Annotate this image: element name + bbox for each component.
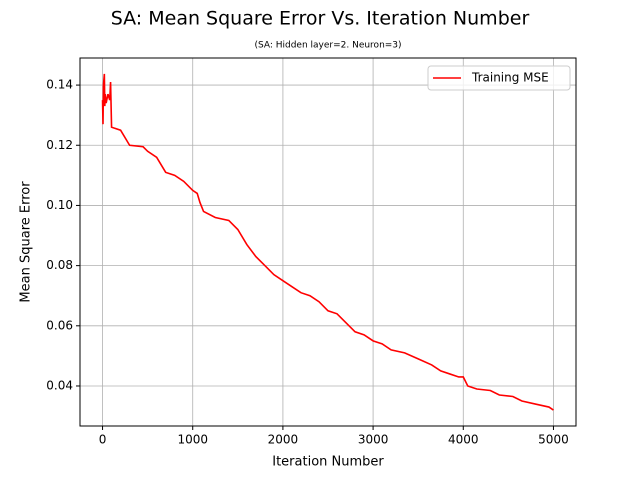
line-series: [101, 73, 554, 411]
chart-subtitle: (SA: Hidden layer=2. Neuron=3): [254, 41, 401, 51]
legend-box: [427, 65, 571, 91]
y-axis-label: Mean Square Error: [19, 181, 34, 303]
y-tick-label: 0.10: [46, 198, 73, 212]
chart-title: SA: Mean Square Error Vs. Iteration Numb…: [111, 8, 530, 30]
x-tick-label: 4000: [448, 433, 479, 447]
legend-label: Training MSE: [471, 71, 549, 85]
x-tick-label: 5000: [538, 433, 569, 447]
y-tick-label: 0.06: [46, 318, 73, 332]
y-tick-label: 0.08: [46, 258, 73, 272]
y-tick-label: 0.04: [46, 378, 73, 392]
x-tick-label: 2000: [268, 433, 299, 447]
plot-frame: [79, 57, 577, 427]
x-tick-label: 3000: [358, 433, 389, 447]
x-tick-label: 1000: [177, 433, 208, 447]
x-axis-label: Iteration Number: [272, 455, 384, 470]
y-tick-label: 0.14: [46, 78, 73, 92]
x-tick-label: 0: [99, 433, 107, 447]
y-tick-label: 0.12: [46, 138, 73, 152]
